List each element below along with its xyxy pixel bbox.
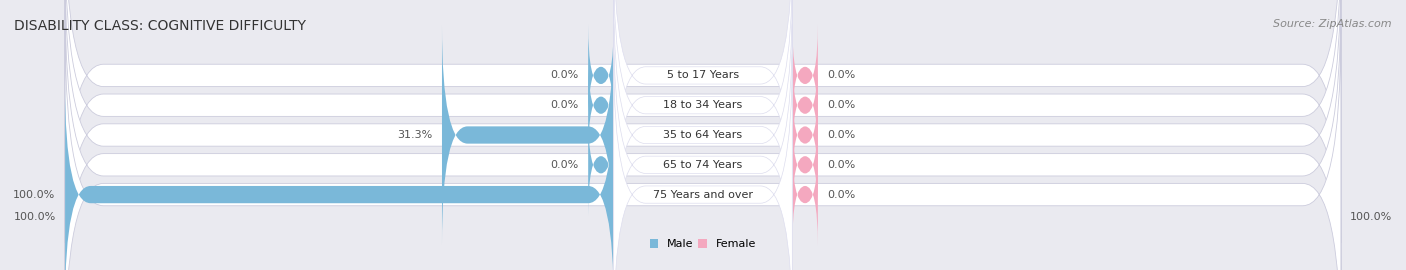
FancyBboxPatch shape xyxy=(588,54,613,156)
FancyBboxPatch shape xyxy=(65,0,1341,270)
Text: 0.0%: 0.0% xyxy=(827,100,856,110)
FancyBboxPatch shape xyxy=(613,0,793,216)
FancyBboxPatch shape xyxy=(793,144,818,245)
Text: 100.0%: 100.0% xyxy=(1350,212,1392,222)
Text: 0.0%: 0.0% xyxy=(827,190,856,200)
FancyBboxPatch shape xyxy=(588,114,613,216)
Text: 100.0%: 100.0% xyxy=(14,212,56,222)
Text: 100.0%: 100.0% xyxy=(13,190,55,200)
Text: 0.0%: 0.0% xyxy=(827,70,856,80)
FancyBboxPatch shape xyxy=(613,54,793,270)
FancyBboxPatch shape xyxy=(613,0,793,245)
Text: 35 to 64 Years: 35 to 64 Years xyxy=(664,130,742,140)
Text: 75 Years and over: 75 Years and over xyxy=(652,190,754,200)
Text: 0.0%: 0.0% xyxy=(550,100,579,110)
FancyBboxPatch shape xyxy=(793,114,818,216)
FancyBboxPatch shape xyxy=(65,0,1341,243)
FancyBboxPatch shape xyxy=(65,0,1341,270)
FancyBboxPatch shape xyxy=(65,84,613,270)
Text: 65 to 74 Years: 65 to 74 Years xyxy=(664,160,742,170)
FancyBboxPatch shape xyxy=(441,25,613,245)
Text: 31.3%: 31.3% xyxy=(396,130,433,140)
FancyBboxPatch shape xyxy=(588,25,613,126)
FancyBboxPatch shape xyxy=(793,25,818,126)
Text: 0.0%: 0.0% xyxy=(550,160,579,170)
FancyBboxPatch shape xyxy=(793,54,818,156)
Text: Source: ZipAtlas.com: Source: ZipAtlas.com xyxy=(1274,19,1392,29)
Text: 5 to 17 Years: 5 to 17 Years xyxy=(666,70,740,80)
Text: 0.0%: 0.0% xyxy=(550,70,579,80)
Text: 0.0%: 0.0% xyxy=(827,130,856,140)
FancyBboxPatch shape xyxy=(613,25,793,270)
Text: 0.0%: 0.0% xyxy=(827,160,856,170)
Text: DISABILITY CLASS: COGNITIVE DIFFICULTY: DISABILITY CLASS: COGNITIVE DIFFICULTY xyxy=(14,19,307,33)
FancyBboxPatch shape xyxy=(793,84,818,186)
Text: 18 to 34 Years: 18 to 34 Years xyxy=(664,100,742,110)
Legend: Male, Female: Male, Female xyxy=(645,235,761,254)
FancyBboxPatch shape xyxy=(613,0,793,270)
FancyBboxPatch shape xyxy=(65,27,1341,270)
FancyBboxPatch shape xyxy=(65,0,1341,270)
